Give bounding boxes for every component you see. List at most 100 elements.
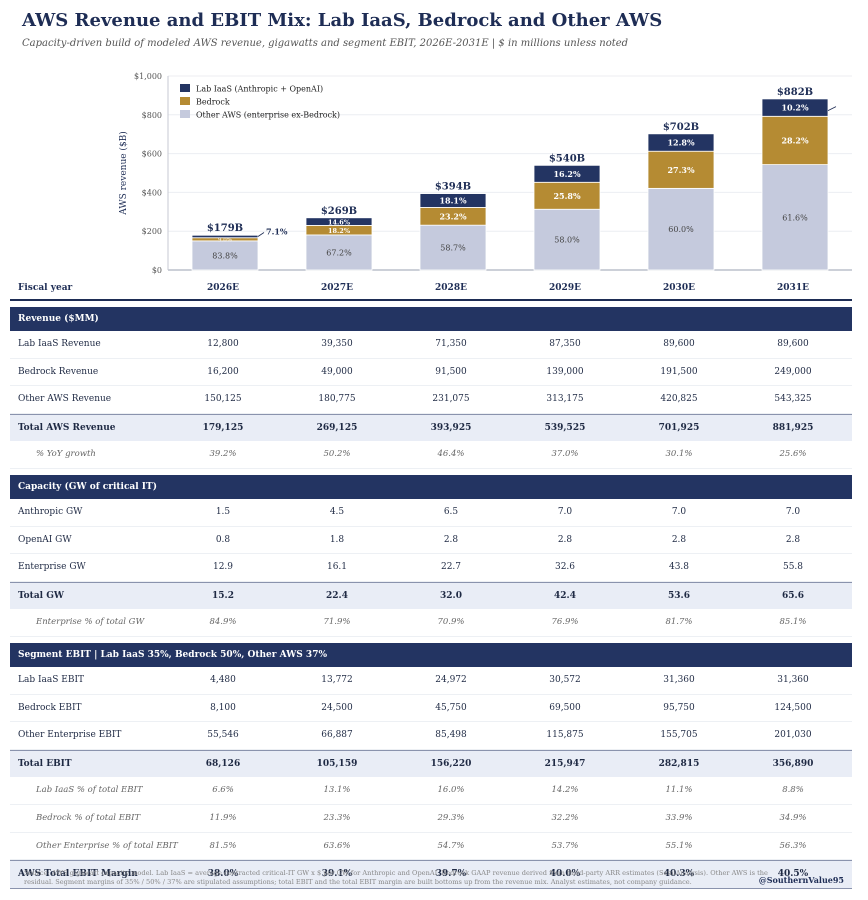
table-row: Bedrock Revenue 16,200 49,000 91,500 139,000… xyxy=(10,359,852,387)
row-label: Total EBIT xyxy=(18,758,72,769)
segment-label: 58.0% xyxy=(554,236,580,245)
fiscal-year-label: Fiscal year xyxy=(18,283,73,293)
table-row: Enterprise GW 12.9 16.1 22.7 32.6 43.8 55.8 xyxy=(10,554,852,582)
segment-label: 7.1% xyxy=(266,226,288,236)
table-cell: 55.8 xyxy=(782,562,804,573)
bar-segment xyxy=(647,187,715,271)
section-header: Segment EBIT | Lab IaaS 35%, Bedrock 50%… xyxy=(10,642,852,667)
row-label: Other Enterprise EBIT xyxy=(18,730,122,741)
table-cell: 33.9% xyxy=(665,812,693,823)
table-cell: 37.0% xyxy=(551,449,579,460)
table-cell: 84.9% xyxy=(209,617,237,628)
table-cell: 393,925 xyxy=(430,422,472,433)
table-cell: 11.1% xyxy=(665,785,693,796)
table-row: Total AWS Revenue 179,125 269,125 393,925 53… xyxy=(10,413,852,442)
table-row: Other AWS Revenue 150,125 180,775 231,075 31… xyxy=(10,386,852,414)
table-cell: 8,100 xyxy=(210,702,236,713)
legend-swatch xyxy=(180,110,190,118)
table-cell: 68,126 xyxy=(205,758,241,769)
table-cell: 30.1% xyxy=(665,449,693,460)
table-cell: 66,887 xyxy=(321,730,353,741)
row-label: Segment EBIT | Lab IaaS 35%, Bedrock 50%… xyxy=(18,649,328,660)
table-cell: 22.4 xyxy=(326,590,348,601)
page-subtitle: Capacity-driven build of modeled AWS rev… xyxy=(22,38,629,49)
table-row: AWS Total EBIT Margin 38.0% 39.1% 39.7% 40.0… xyxy=(10,860,852,889)
table-cell: 313,175 xyxy=(546,394,584,405)
table-cell: 881,925 xyxy=(772,422,814,433)
table-cell: 81.5% xyxy=(209,840,237,851)
segment-label: 28.2% xyxy=(781,135,808,145)
bar-segment xyxy=(191,234,259,239)
year-header: 2028E xyxy=(435,283,467,293)
table-cell: 543,325 xyxy=(774,394,812,405)
table-cell: 53.6 xyxy=(668,590,690,601)
table-cell: 65.6 xyxy=(782,590,804,601)
bar-total-label: $882B xyxy=(777,87,813,98)
row-label: AWS Total EBIT Margin xyxy=(18,869,138,880)
table-cell: 39.7% xyxy=(435,869,467,880)
table-cell: 124,500 xyxy=(774,702,812,713)
table-row: % YoY growth 39.2% 50.2% 46.4% 37.0% 30.1% 25.… xyxy=(10,441,852,469)
table-cell: 139,000 xyxy=(546,366,584,377)
table-cell: 12.9 xyxy=(212,562,234,573)
table-cell: 11.9% xyxy=(209,812,237,823)
bar-segment xyxy=(533,164,601,183)
table-cell: 40.5% xyxy=(777,869,809,880)
table-cell: 13,772 xyxy=(321,674,353,685)
segment-label: 60.0% xyxy=(668,225,694,234)
table-cell: 701,925 xyxy=(658,422,700,433)
row-label: OpenAI GW xyxy=(18,534,72,545)
year-header: 2029E xyxy=(549,283,581,293)
table-cell: 8.8% xyxy=(782,785,804,796)
row-label: Lab IaaS Revenue xyxy=(18,339,101,349)
table-cell: 16,200 xyxy=(207,366,239,377)
table-row: Bedrock EBIT 8,100 24,500 45,750 69,500 95,75… xyxy=(10,695,852,723)
y-tick-label: $600 xyxy=(142,150,162,159)
table-cell: 89,600 xyxy=(777,339,809,349)
table-cell: 215,947 xyxy=(544,758,586,769)
table-cell: 89,600 xyxy=(663,339,695,349)
table-row: Lab IaaS EBIT 4,480 13,772 24,972 30,572 31,3… xyxy=(10,667,852,695)
segment-label: 9.0% xyxy=(218,237,232,243)
table-cell: 87,350 xyxy=(549,339,581,349)
table-cell: 40.0% xyxy=(549,869,581,880)
row-label: Other Enterprise % of total EBIT xyxy=(36,840,178,851)
table-cell: 22.7 xyxy=(440,562,462,573)
table-cell: 46.4% xyxy=(437,449,465,460)
table-row: Lab IaaS % of total EBIT 6.6% 13.1% 16.0% 14… xyxy=(10,777,852,805)
table-cell: 7.0 xyxy=(557,506,573,517)
table-cell: 0.8 xyxy=(215,534,231,545)
table-cell: 2.8 xyxy=(671,534,687,545)
table-cell: 50.2% xyxy=(323,449,351,460)
table-cell: 13.1% xyxy=(323,785,351,796)
table-cell: 39.1% xyxy=(321,869,353,880)
row-label: Revenue ($MM) xyxy=(18,314,99,324)
table-cell: 45,750 xyxy=(435,702,467,713)
y-tick-label: $1,000 xyxy=(134,72,162,81)
table-cell: 420,825 xyxy=(660,394,698,405)
table-cell: 156,220 xyxy=(430,758,472,769)
table-cell: 85,498 xyxy=(435,730,467,741)
table-cell: 69,500 xyxy=(549,702,581,713)
row-label: Lab IaaS % of total EBIT xyxy=(36,785,143,796)
segment-label: 18.1% xyxy=(439,195,466,205)
table-cell: 2.8 xyxy=(443,534,459,545)
bar-segment xyxy=(191,240,259,271)
table-row: Bedrock % of total EBIT 11.9% 23.3% 29.3% 32… xyxy=(10,805,852,833)
bar-segment xyxy=(533,181,601,210)
table-cell: 32.6 xyxy=(554,562,576,573)
bar-total-label: $540B xyxy=(549,153,585,164)
bar-total-label: $394B xyxy=(435,182,471,193)
bar-segment xyxy=(761,164,829,271)
segment-label: 67.2% xyxy=(326,248,352,257)
table-cell: 155,705 xyxy=(660,730,698,741)
bar-total-label: $269B xyxy=(321,206,357,217)
bar-segment xyxy=(305,234,373,271)
segment-label: 58.7% xyxy=(440,244,466,253)
table-cell: 12,800 xyxy=(207,339,239,349)
segment-label: 61.6% xyxy=(782,213,808,222)
table-cell: 4.5 xyxy=(329,506,345,517)
table-row: Anthropic GW 1.5 4.5 6.5 7.0 7.0 7.0 xyxy=(10,499,852,527)
table-cell: 15.2 xyxy=(212,590,234,601)
year-header: 2030E xyxy=(663,283,695,293)
